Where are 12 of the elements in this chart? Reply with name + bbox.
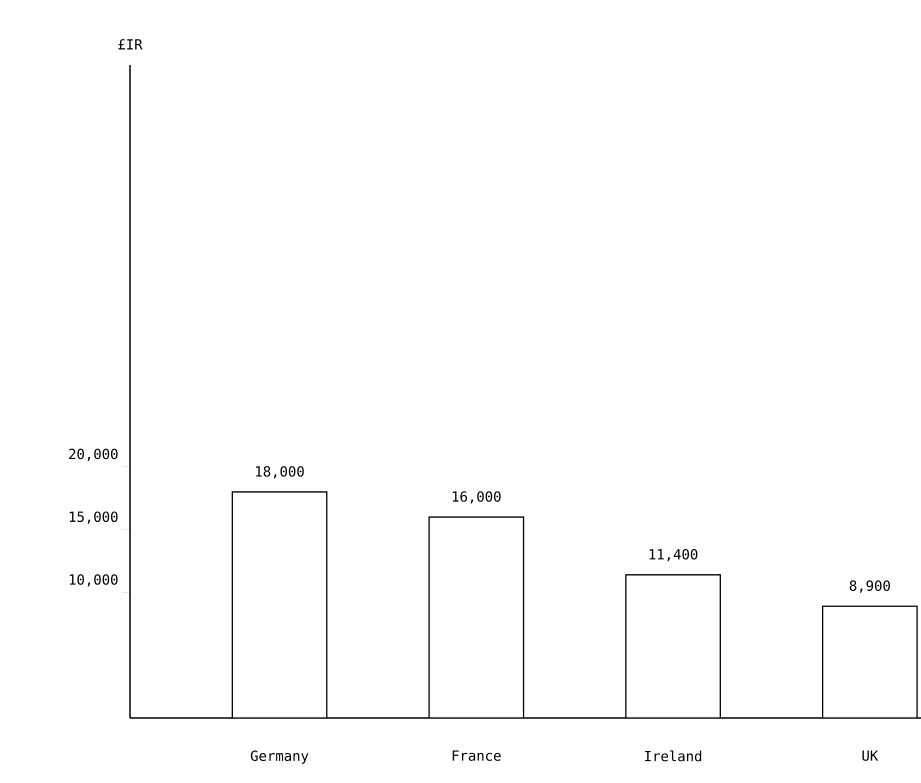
data-label: 8,900 xyxy=(850,580,890,593)
data-label: 11,400 xyxy=(650,548,698,562)
y-tick-label: 15,000 xyxy=(70,511,118,524)
data-label: 18,000 xyxy=(256,466,304,478)
x-tick-label: Ireland xyxy=(645,750,702,762)
y-axis-title: £IR xyxy=(118,39,143,50)
x-tick-label: UK xyxy=(862,750,878,761)
x-tick-label: Germany xyxy=(250,750,308,764)
x-tick-label: France xyxy=(452,750,501,761)
y-tick-label: 20,000 xyxy=(69,448,118,461)
y-tick-label: 10,000 xyxy=(70,574,118,587)
data-label: 16,000 xyxy=(452,491,501,504)
